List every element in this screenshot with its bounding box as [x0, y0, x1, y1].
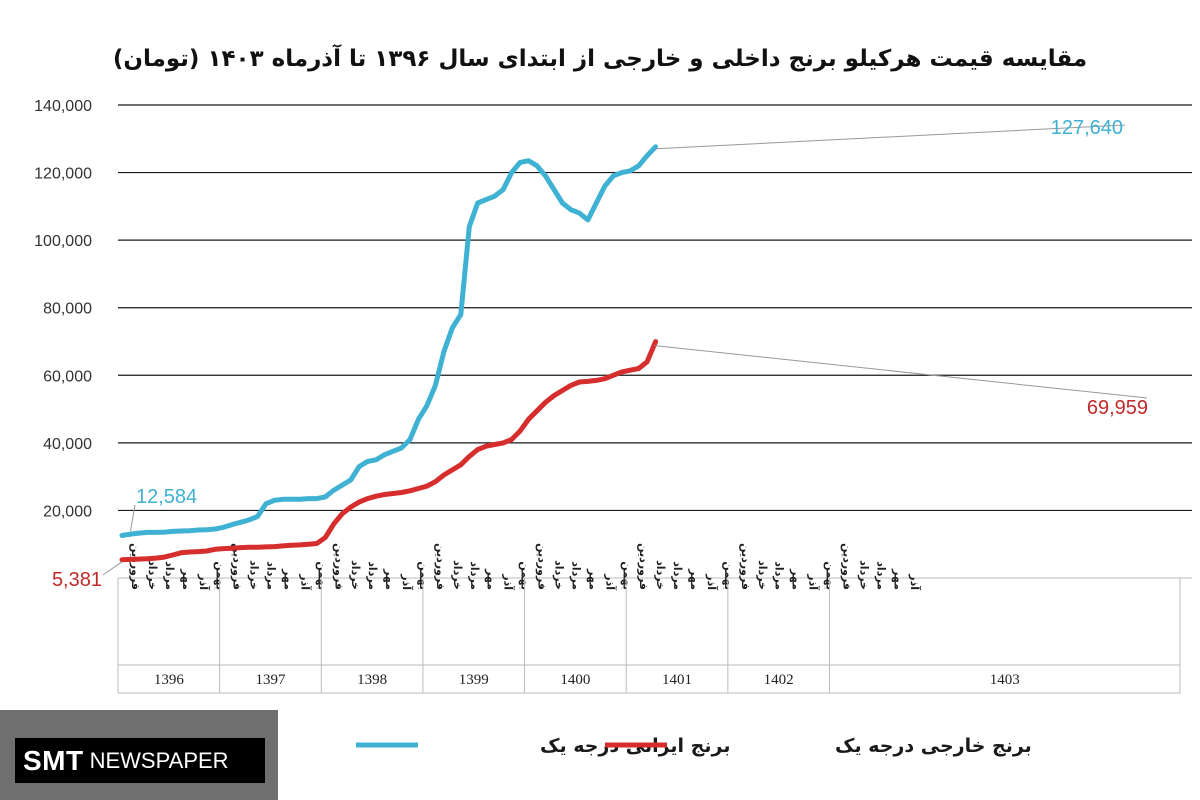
month-label: آذر [908, 573, 922, 590]
start-label-iranian: 12,584 [136, 486, 197, 508]
month-label: خرداد [451, 560, 464, 590]
month-label: بهمن [519, 561, 532, 590]
month-label: مرداد [163, 561, 176, 590]
y-tick-label: 80,000 [43, 301, 92, 318]
year-label: 1401 [662, 672, 692, 688]
month-label: خرداد [349, 560, 362, 590]
month-label: مهر [180, 568, 193, 590]
y-tick-label: 40,000 [43, 436, 92, 453]
y-tick-label: 60,000 [43, 368, 92, 385]
month-label: مهر [891, 568, 904, 590]
month-label: فروردین [129, 543, 142, 590]
chart-title: مقایسه قیمت هرکیلو برنج داخلی و خارجی از… [113, 43, 1087, 72]
month-label: خرداد [553, 560, 566, 590]
y-tick-label: 100,000 [34, 233, 92, 250]
watermark: SMT NEWSPAPER [0, 710, 278, 800]
month-label: بهمن [315, 561, 328, 590]
month-label: مهر [586, 568, 599, 590]
month-label: آذر [400, 573, 414, 590]
month-label: مهر [790, 568, 803, 590]
year-label: 1398 [357, 672, 387, 688]
series-line-iranian [119, 144, 659, 538]
month-label: آذر [807, 573, 821, 590]
month-label: بهمن [417, 561, 430, 590]
month-label: مرداد [671, 561, 684, 590]
start-label-leader [102, 561, 123, 576]
year-label: 1400 [560, 672, 590, 688]
series-line-foreign [119, 339, 659, 563]
annotations: 12,584 5,381 127,640 69,959 [52, 117, 1148, 591]
month-label: مرداد [773, 561, 786, 590]
month-label: فروردین [231, 543, 244, 590]
month-label: مرداد [366, 561, 379, 590]
year-label: 1396 [154, 672, 185, 688]
month-label: فروردین [739, 543, 752, 590]
month-label: بهمن [214, 561, 227, 590]
month-label: آذر [603, 573, 617, 590]
month-label: آذر [197, 573, 211, 590]
watermark-sub: NEWSPAPER [89, 747, 229, 773]
year-label: 1403 [990, 672, 1020, 688]
series-lines [119, 144, 659, 563]
month-label: بهمن [824, 561, 837, 590]
year-label: 1399 [459, 672, 489, 688]
month-label: آذر [502, 573, 516, 590]
month-label: خرداد [146, 560, 159, 590]
y-axis: 20,000 40,000 60,000 80,000 100,000 120,000 14… [34, 98, 92, 520]
month-label: مرداد [468, 561, 481, 590]
month-label: فروردین [637, 543, 650, 590]
month-label: فروردین [536, 543, 549, 590]
month-label: مهر [485, 568, 498, 590]
month-label: فروردین [434, 543, 447, 590]
month-label: مرداد [569, 561, 582, 590]
grid [118, 104, 1192, 512]
month-label: خرداد [756, 560, 769, 590]
month-label: مهر [383, 568, 396, 590]
y-tick-label: 140,000 [34, 98, 92, 115]
month-label: مهر [688, 568, 701, 590]
legend-label-foreign: برنج خارجی درجه یک [835, 735, 1032, 757]
month-label: خرداد [857, 560, 870, 590]
end-label-leader [655, 124, 1126, 150]
y-tick-label: 20,000 [43, 503, 92, 520]
month-label: مرداد [874, 561, 887, 590]
watermark-logo: SMT NEWSPAPER [15, 738, 265, 783]
month-label: مهر [281, 568, 294, 590]
month-label: خرداد [654, 560, 667, 590]
month-label: فروردین [840, 543, 853, 590]
end-label-foreign: 69,959 [1087, 397, 1148, 419]
watermark-brand: SMT [23, 744, 84, 776]
end-label-leader [654, 345, 1148, 399]
y-tick-label: 120,000 [34, 166, 92, 183]
month-label: خرداد [248, 560, 261, 590]
month-label: آذر [298, 573, 312, 590]
start-label-foreign: 5,381 [52, 569, 102, 591]
month-label: بهمن [722, 561, 735, 590]
month-label: بهمن [620, 561, 633, 590]
end-label-iranian: 127,640 [1051, 117, 1123, 139]
year-label: 1397 [255, 672, 286, 688]
start-label-leader [129, 504, 136, 532]
month-label: فروردین [332, 543, 345, 590]
month-label: آذر [705, 573, 719, 590]
month-label: مرداد [265, 561, 278, 590]
year-label: 1402 [764, 672, 794, 688]
